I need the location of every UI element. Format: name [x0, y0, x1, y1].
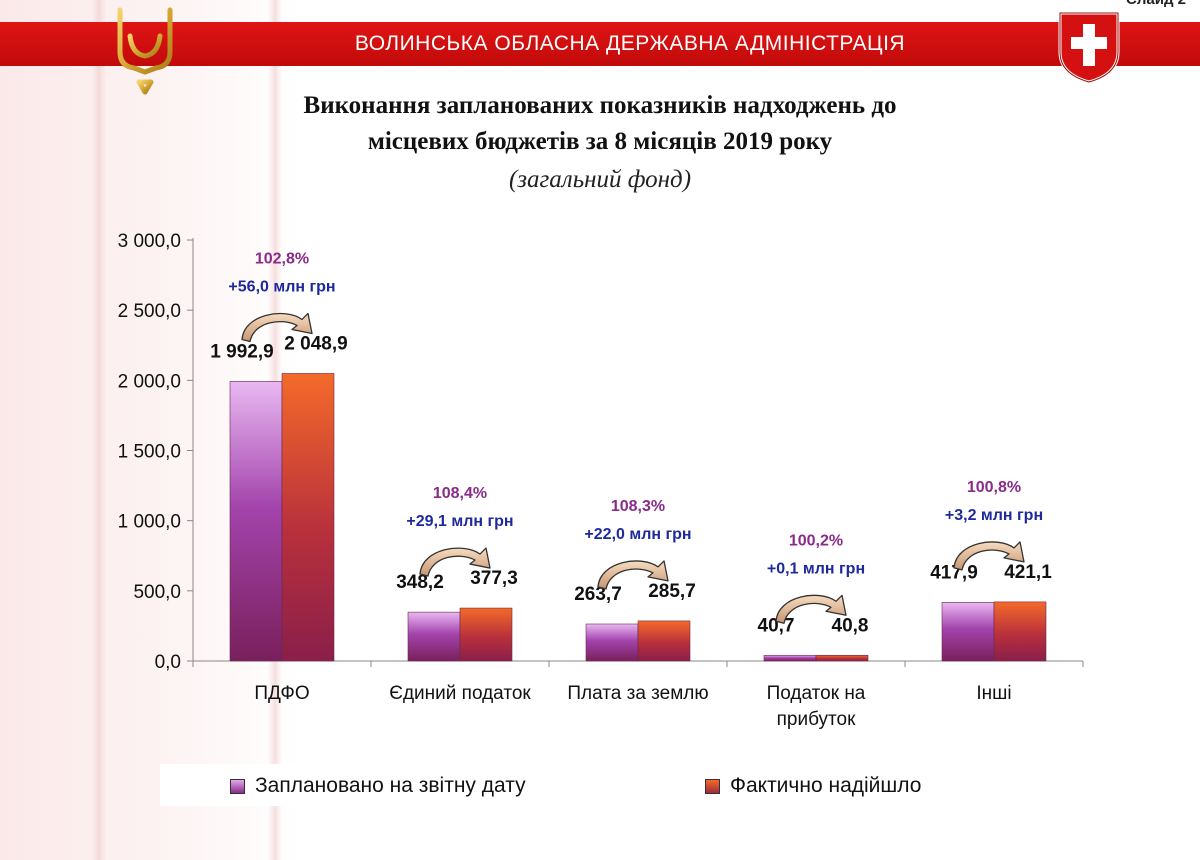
- y-tick-label: 1 500,0: [118, 442, 181, 463]
- banner-title: ВОЛИНСЬКА ОБЛАСНА ДЕРЖАВНА АДМІНІСТРАЦІЯ: [354, 32, 906, 55]
- y-tick-label: 500,0: [133, 582, 181, 603]
- bar-planned: [763, 654, 817, 662]
- background-stripe: [92, 0, 106, 860]
- data-label: 2 048,9: [284, 333, 347, 354]
- bar-planned: [229, 381, 283, 662]
- bar-actual: [281, 373, 335, 662]
- category-label: Інші: [976, 683, 1011, 704]
- bar-planned: [407, 611, 461, 662]
- percent-annotation: 108,3%: [611, 498, 665, 515]
- bar-actual: [637, 620, 691, 662]
- curved-arrow-icon: [775, 594, 847, 624]
- data-label: 263,7: [574, 584, 622, 605]
- data-label: 1 992,9: [210, 341, 273, 362]
- legend-swatch-actual: [705, 778, 720, 794]
- curved-arrow-icon: [953, 541, 1025, 571]
- data-label: 421,1: [1004, 562, 1052, 583]
- data-label: 40,8: [832, 615, 869, 636]
- chart-subtitle: (загальний фонд): [508, 166, 692, 193]
- legend-swatch-planned: [230, 778, 245, 794]
- curved-arrow-icon: [241, 312, 313, 343]
- slide-number: Слайд 2: [1126, 0, 1186, 8]
- delta-annotation: +22,0 млн грн: [584, 526, 691, 543]
- delta-annotation: +0,1 млн грн: [767, 560, 865, 577]
- bar-actual: [993, 601, 1047, 662]
- y-tick-label: 1 000,0: [118, 512, 181, 533]
- curved-arrow-icon: [419, 547, 491, 577]
- y-tick-label: 0,0: [155, 652, 181, 673]
- header-banner: [0, 22, 1200, 66]
- percent-annotation: 102,8%: [255, 250, 309, 267]
- data-label: 285,7: [648, 581, 696, 602]
- bar-planned: [585, 623, 639, 662]
- percent-annotation: 108,4%: [433, 485, 487, 502]
- data-label: 417,9: [930, 562, 978, 583]
- legend-label-planned: Заплановано на звітну дату: [255, 774, 526, 797]
- category-label: ПДФО: [254, 683, 309, 704]
- curved-arrow-icon: [597, 560, 669, 590]
- bar-actual: [815, 654, 869, 662]
- delta-annotation: +3,2 млн грн: [945, 507, 1043, 524]
- y-tick-label: 2 000,0: [118, 371, 181, 392]
- delta-annotation: +56,0 млн грн: [228, 278, 335, 295]
- data-label: 377,3: [470, 568, 518, 589]
- category-label: прибуток: [777, 709, 856, 730]
- chart-title-line-2: місцевих бюджетів за 8 місяців 2019 року: [367, 128, 833, 155]
- category-label: Плата за землю: [567, 683, 708, 704]
- trident-emblem-icon: [108, 2, 182, 101]
- percent-annotation: 100,8%: [967, 479, 1021, 496]
- chart-legend: Заплановано на звітну дату Фактично наді…: [160, 764, 1018, 806]
- category-label: Податок на: [767, 683, 866, 704]
- bar-actual: [459, 607, 513, 662]
- percent-annotation: 100,2%: [789, 532, 843, 549]
- legend-item-actual: Фактично надійшло: [705, 774, 921, 798]
- y-tick-label: 2 500,0: [118, 301, 181, 322]
- y-tick-label: 3 000,0: [118, 231, 181, 252]
- chart-title-line-1: Виконання запланованих показників надход…: [303, 92, 897, 119]
- volyn-shield-icon: [1056, 10, 1122, 89]
- category-label: Єдиний податок: [389, 683, 531, 704]
- bar-planned: [941, 602, 995, 662]
- delta-annotation: +29,1 млн грн: [406, 513, 513, 530]
- legend-item-planned: Заплановано на звітну дату: [230, 774, 526, 798]
- legend-label-actual: Фактично надійшло: [730, 774, 922, 797]
- data-label: 348,2: [396, 572, 444, 593]
